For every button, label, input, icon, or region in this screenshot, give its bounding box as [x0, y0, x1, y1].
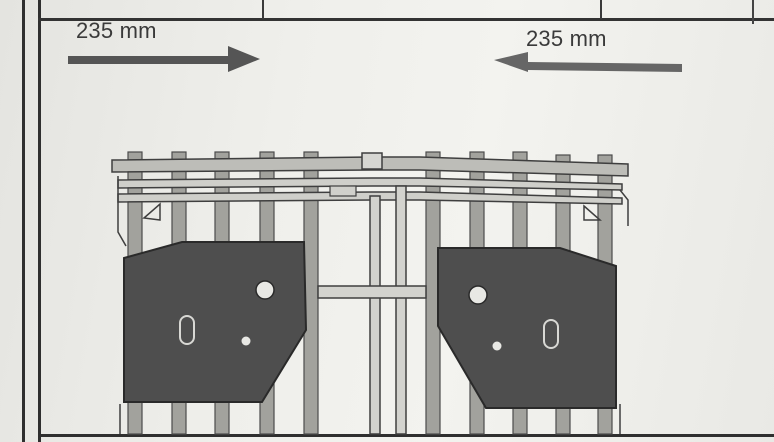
plate-slot-icon — [543, 319, 559, 349]
measurement-label-right: 235 mm — [526, 26, 607, 51]
frame-line-left-inner — [38, 0, 41, 442]
plate-slot-icon — [179, 315, 195, 345]
center-clip — [329, 185, 357, 197]
arrow-right-icon — [68, 46, 260, 72]
frame-line-right — [752, 0, 754, 24]
table-row-border — [38, 18, 774, 21]
table-cell-divider — [262, 0, 264, 19]
plate-hole-icon — [255, 280, 275, 300]
plate-hole-small-icon — [241, 336, 251, 346]
arrow-left-icon — [494, 52, 682, 72]
frame-line-bottom — [38, 434, 774, 437]
right-side-plate — [437, 247, 617, 409]
corner-brackets — [117, 176, 629, 247]
center-frame — [317, 185, 427, 435]
frame-line-left-outer — [22, 0, 25, 442]
left-side-plate — [123, 241, 308, 403]
plate-hole-small-icon — [492, 341, 502, 351]
table-cell-divider — [600, 0, 602, 19]
plate-hole-icon — [468, 285, 488, 305]
center-bracket — [361, 152, 383, 170]
measurement-label-left: 235 mm — [76, 18, 157, 43]
